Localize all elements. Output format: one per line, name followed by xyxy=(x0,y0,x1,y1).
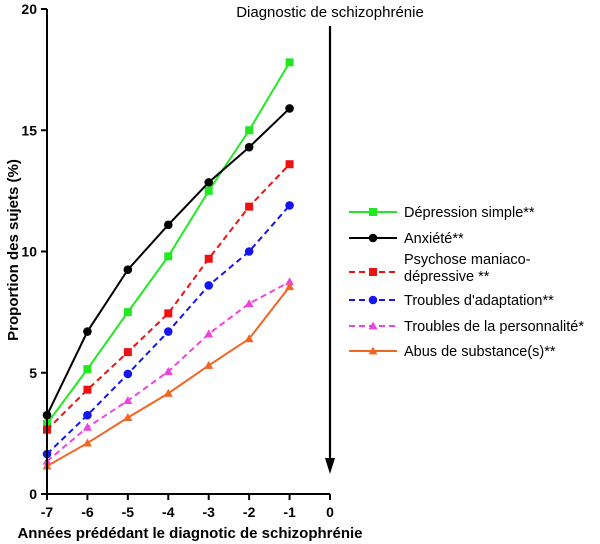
x-tick-label: -5 xyxy=(122,504,135,520)
series-4 xyxy=(42,277,295,465)
series-layer xyxy=(42,58,295,470)
diagnostic-annotation: Diagnostic de schizophrénie xyxy=(236,4,424,21)
data-point xyxy=(163,366,173,375)
legend-swatch-marker xyxy=(368,321,378,330)
series-1 xyxy=(42,104,294,420)
legend-label: Troubles d'adaptation** xyxy=(404,293,554,309)
legend-label: Psychose maniaco-dépressive ** xyxy=(404,252,531,285)
legend-swatch-marker xyxy=(368,295,378,305)
legend-swatch-marker xyxy=(368,346,378,355)
data-point xyxy=(163,220,173,230)
data-point xyxy=(123,369,133,379)
legend-item-5: Abus de substance(s)** xyxy=(349,344,556,360)
series-5 xyxy=(42,282,295,470)
data-point xyxy=(164,309,173,318)
x-tick-label: -4 xyxy=(162,504,175,520)
data-point xyxy=(204,360,214,369)
data-point xyxy=(204,329,214,338)
data-point xyxy=(285,282,295,291)
data-point xyxy=(245,126,254,135)
data-point xyxy=(83,365,92,374)
data-point xyxy=(285,201,294,210)
data-point xyxy=(123,308,132,317)
legend-swatch-marker xyxy=(369,268,377,276)
x-tick-label: 0 xyxy=(326,504,334,520)
legend-swatch-marker xyxy=(369,208,377,216)
data-point xyxy=(245,202,254,211)
legend-label: Anxiété** xyxy=(404,231,464,247)
data-point xyxy=(204,178,214,187)
data-point xyxy=(83,410,92,420)
series-3 xyxy=(42,201,294,459)
data-point xyxy=(82,438,92,447)
legend-item-4: Troubles de la personnalité* xyxy=(349,319,584,335)
data-point xyxy=(163,388,173,397)
data-point xyxy=(285,58,294,67)
legend-item-3: Troubles d'adaptation** xyxy=(349,293,554,309)
data-point xyxy=(204,281,214,290)
data-point xyxy=(244,334,254,343)
legend-label: Abus de substance(s)** xyxy=(404,344,556,360)
legend-item-2: Psychose maniaco-dépressive ** xyxy=(349,252,531,285)
y-tick-label: 10 xyxy=(21,244,37,260)
legend-label-line: dépressive ** xyxy=(404,269,490,285)
data-point xyxy=(83,385,92,394)
data-point xyxy=(123,348,132,357)
data-point xyxy=(204,186,213,195)
y-tick-label: 5 xyxy=(29,365,37,381)
data-point xyxy=(123,396,133,405)
legend-item-1: Anxiété** xyxy=(349,231,464,247)
data-point xyxy=(244,247,254,256)
data-point xyxy=(244,299,254,308)
data-point xyxy=(285,104,294,113)
legend-label: Dépression simple** xyxy=(404,205,535,221)
x-tick-label: -3 xyxy=(202,504,215,520)
y-tick-label: 20 xyxy=(21,1,37,17)
x-axis-title: Années prédédant le diagnotic de schizop… xyxy=(17,525,362,542)
axes-layer: -7 -6 -5 -4 -3 -2 -1 0 0 5 10 15 20 xyxy=(21,1,334,520)
data-point xyxy=(164,252,173,261)
legend-label-line: Psychose maniaco- xyxy=(404,252,531,268)
y-tick-label: 15 xyxy=(21,122,37,138)
legend: Dépression simple** Anxiété** Psychose man… xyxy=(349,205,584,360)
diagnostic-arrow-head xyxy=(325,458,335,474)
data-point xyxy=(123,265,133,274)
legend-swatch-marker xyxy=(368,233,378,243)
legend-item-0: Dépression simple** xyxy=(349,205,535,221)
data-point xyxy=(285,160,294,169)
data-point xyxy=(204,254,213,263)
data-point xyxy=(244,142,254,152)
annotation-layer: Diagnostic de schizophrénie xyxy=(236,4,424,474)
data-point xyxy=(123,413,133,422)
data-point xyxy=(285,277,295,286)
x-tick-label: -7 xyxy=(41,504,54,520)
y-tick-label: 0 xyxy=(29,486,37,502)
y-axis-title: Proportion des sujets (%) xyxy=(5,159,22,341)
x-tick-label: -6 xyxy=(81,504,94,520)
x-tick-label: -1 xyxy=(283,504,296,520)
legend-label: Troubles de la personnalité* xyxy=(404,319,584,335)
x-tick-label: -2 xyxy=(243,504,256,520)
data-point xyxy=(163,327,173,336)
data-point xyxy=(82,422,92,431)
data-point xyxy=(83,327,92,336)
